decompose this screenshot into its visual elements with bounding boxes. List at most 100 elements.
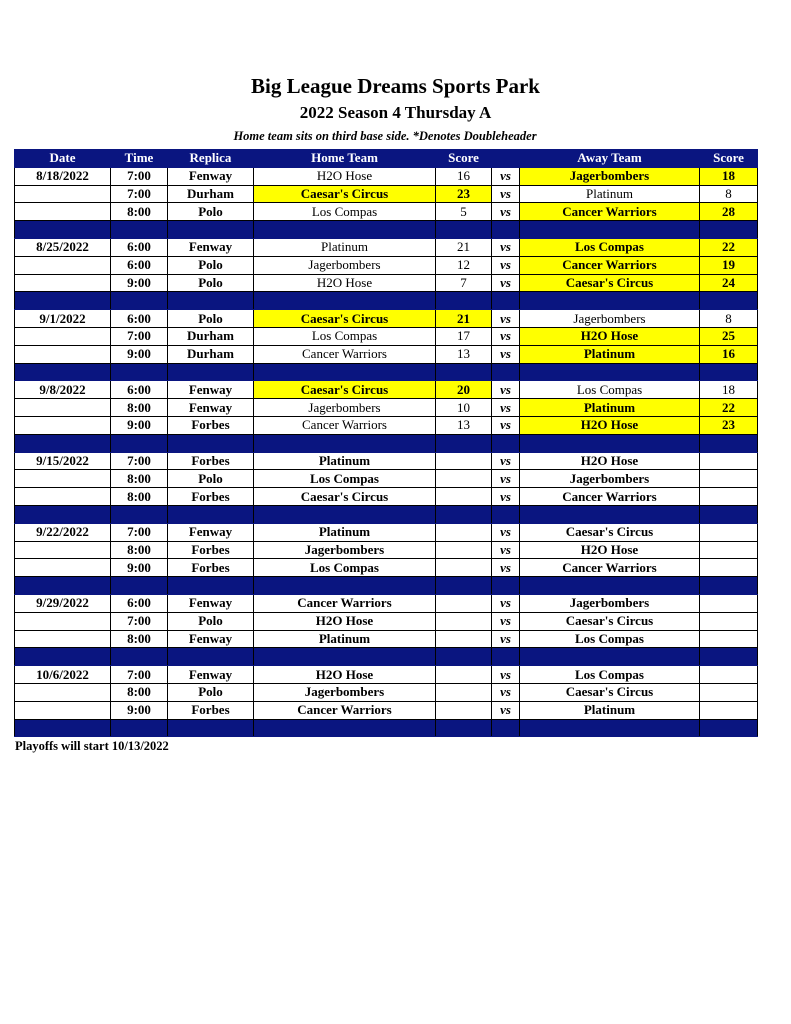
- home-score: 23: [435, 184, 492, 204]
- away-score: 25: [699, 326, 758, 346]
- vs-label: vs: [491, 611, 520, 631]
- game-date: [14, 398, 111, 417]
- away-score: [699, 522, 758, 542]
- vs-label: vs: [491, 593, 520, 613]
- home-team: Los Compas: [253, 326, 436, 346]
- game-time: 6:00: [110, 380, 168, 400]
- game-time: 9:00: [110, 558, 168, 578]
- away-team: Cancer Warriors: [519, 558, 700, 578]
- game-date: 9/8/2022: [14, 380, 111, 400]
- away-score: 16: [699, 344, 758, 364]
- away-score: [699, 558, 758, 578]
- game-row: 9:00 Durham Cancer Warriors 13 vs Platinum 16: [14, 344, 758, 364]
- away-team: Caesar's Circus: [519, 273, 700, 293]
- game-field: Forbes: [167, 700, 254, 720]
- home-score: [435, 593, 492, 613]
- home-team: Jagerbombers: [253, 682, 436, 702]
- away-score: [699, 629, 758, 649]
- vs-label: vs: [491, 700, 520, 720]
- week-separator: [14, 362, 758, 382]
- game-row: 9:00 Forbes Los Compas vs Cancer Warriors: [14, 558, 758, 578]
- separator-cell: [699, 362, 758, 382]
- home-team: Platinum: [253, 522, 436, 542]
- separator-cell: [253, 504, 436, 524]
- separator-cell: [110, 576, 168, 595]
- separator-cell: [167, 504, 254, 524]
- away-team: Jagerbombers: [519, 593, 700, 613]
- separator-cell: [110, 291, 168, 311]
- game-time: 9:00: [110, 344, 168, 364]
- home-team: Platinum: [253, 629, 436, 649]
- game-field: Fenway: [167, 629, 254, 649]
- away-score: [699, 611, 758, 631]
- game-date: 10/6/2022: [14, 665, 111, 684]
- separator-cell: [699, 291, 758, 311]
- game-row: 9/29/2022 6:00 Fenway Cancer Warriors vs Jage…: [14, 593, 758, 613]
- away-team: Cancer Warriors: [519, 202, 700, 222]
- separator-cell: [167, 220, 254, 239]
- game-row: 8:00 Polo Jagerbombers vs Caesar's Circus: [14, 682, 758, 702]
- col-home-score: Score: [435, 149, 492, 168]
- game-date: 8/18/2022: [14, 166, 111, 186]
- separator-cell: [435, 362, 492, 382]
- week-separator: [14, 291, 758, 311]
- separator-cell: [519, 718, 700, 738]
- home-team: Jagerbombers: [253, 540, 436, 560]
- separator-cell: [519, 433, 700, 453]
- game-date: [14, 255, 111, 275]
- game-date: 9/15/2022: [14, 451, 111, 471]
- game-field: Polo: [167, 273, 254, 293]
- game-row: 8:00 Forbes Jagerbombers vs H2O Hose: [14, 540, 758, 560]
- vs-label: vs: [491, 415, 520, 435]
- col-time: Time: [110, 149, 168, 168]
- separator-cell: [167, 647, 254, 667]
- game-date: 8/25/2022: [14, 237, 111, 257]
- game-time: 9:00: [110, 700, 168, 720]
- home-team: H2O Hose: [253, 611, 436, 631]
- away-score: 22: [699, 398, 758, 417]
- home-team: Cancer Warriors: [253, 700, 436, 720]
- game-field: Fenway: [167, 665, 254, 684]
- home-team: Cancer Warriors: [253, 415, 436, 435]
- vs-label: vs: [491, 237, 520, 257]
- separator-cell: [14, 576, 111, 595]
- game-field: Fenway: [167, 237, 254, 257]
- away-team: Cancer Warriors: [519, 487, 700, 506]
- separator-cell: [253, 718, 436, 738]
- vs-label: vs: [491, 451, 520, 471]
- game-date: 9/1/2022: [14, 309, 111, 328]
- game-row: 7:00 Durham Caesar's Circus 23 vs Platinum 8: [14, 184, 758, 204]
- vs-label: vs: [491, 326, 520, 346]
- game-field: Forbes: [167, 451, 254, 471]
- home-team: Cancer Warriors: [253, 593, 436, 613]
- week-separator: [14, 220, 758, 239]
- away-team: Platinum: [519, 184, 700, 204]
- separator-cell: [110, 433, 168, 453]
- away-score: [699, 665, 758, 684]
- away-score: [699, 540, 758, 560]
- col-vs: [491, 149, 520, 168]
- game-time: 8:00: [110, 487, 168, 506]
- game-field: Forbes: [167, 487, 254, 506]
- game-row: 9/22/2022 7:00 Fenway Platinum vs Caesar's Ci…: [14, 522, 758, 542]
- game-date: [14, 273, 111, 293]
- separator-cell: [699, 718, 758, 738]
- home-team: Los Compas: [253, 202, 436, 222]
- vs-label: vs: [491, 558, 520, 578]
- game-row: 8:00 Forbes Caesar's Circus vs Cancer Warrio…: [14, 487, 758, 506]
- home-score: 10: [435, 398, 492, 417]
- game-time: 7:00: [110, 611, 168, 631]
- home-score: 21: [435, 237, 492, 257]
- vs-label: vs: [491, 487, 520, 506]
- game-date: [14, 184, 111, 204]
- separator-cell: [167, 362, 254, 382]
- away-team: H2O Hose: [519, 326, 700, 346]
- game-time: 8:00: [110, 682, 168, 702]
- game-date: [14, 682, 111, 702]
- home-score: [435, 558, 492, 578]
- away-score: 18: [699, 166, 758, 186]
- game-field: Fenway: [167, 380, 254, 400]
- vs-label: vs: [491, 344, 520, 364]
- game-row: 7:00 Polo H2O Hose vs Caesar's Circus: [14, 611, 758, 631]
- vs-label: vs: [491, 629, 520, 649]
